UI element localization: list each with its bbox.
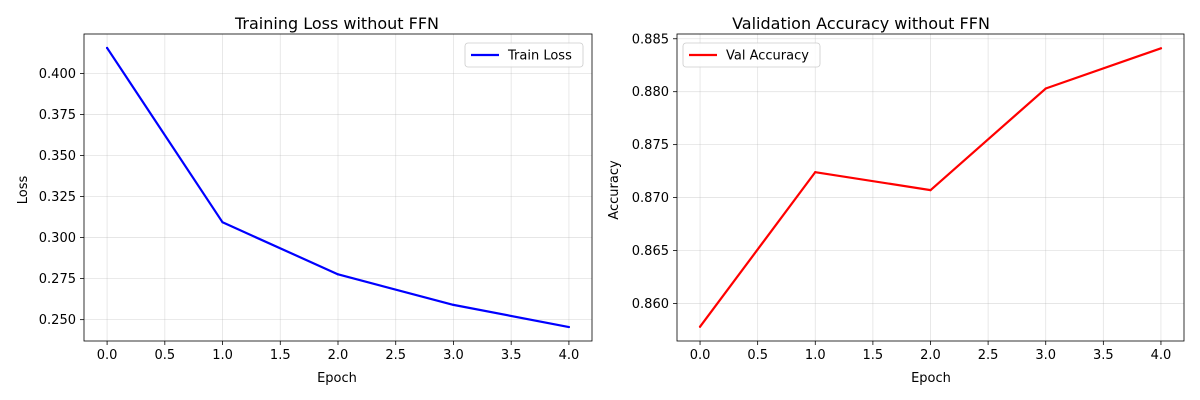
y-axis: 0.250 0.275 0.300 0.325 0.350 0.375 0.400 bbox=[39, 67, 84, 328]
x-tick-label: 3.0 bbox=[443, 348, 464, 363]
y-tick-label: 0.275 bbox=[39, 272, 76, 287]
x-tick-label: 0.0 bbox=[690, 348, 711, 363]
chart-title: Validation Accuracy without FFN bbox=[732, 14, 990, 33]
x-tick-label: 2.0 bbox=[920, 348, 941, 363]
legend-box bbox=[464, 42, 584, 68]
data-point bbox=[929, 189, 932, 192]
legend-box bbox=[682, 42, 821, 68]
x-tick-label: 1.0 bbox=[212, 348, 233, 363]
y-axis-label: Loss bbox=[16, 176, 31, 205]
legend-label: Train Loss bbox=[507, 49, 572, 64]
x-tick-label: 4.0 bbox=[559, 348, 580, 363]
x-tick-label: 4.0 bbox=[1151, 348, 1172, 363]
y-tick-label: 0.885 bbox=[632, 32, 669, 47]
x-tick-label: 2.5 bbox=[385, 348, 406, 363]
x-tick-label: 1.5 bbox=[270, 348, 291, 363]
data-point bbox=[336, 273, 340, 276]
y-tick-label: 0.300 bbox=[39, 231, 76, 246]
grid bbox=[84, 34, 592, 341]
data-point bbox=[105, 46, 109, 50]
chart-validation-accuracy: Validation Accuracy without FFN Epoch Ac… bbox=[607, 14, 1185, 386]
y-tick-label: 0.865 bbox=[632, 244, 669, 259]
data-point bbox=[814, 171, 817, 174]
x-tick-label: 3.5 bbox=[1093, 348, 1114, 363]
x-axis: 0.0 0.5 1.0 1.5 2.0 2.5 3.0 3.5 4.0 bbox=[97, 341, 580, 363]
legend: Train Loss bbox=[464, 42, 584, 68]
grid bbox=[677, 34, 1184, 341]
data-point bbox=[567, 325, 571, 329]
x-tick-label: 1.5 bbox=[863, 348, 884, 363]
y-tick-label: 0.325 bbox=[39, 190, 76, 205]
x-tick-label: 1.0 bbox=[805, 348, 826, 363]
x-tick-label: 2.5 bbox=[978, 348, 999, 363]
data-point bbox=[698, 325, 702, 328]
x-tick-label: 3.5 bbox=[501, 348, 522, 363]
y-tick-label: 0.860 bbox=[632, 297, 669, 312]
axes-frame bbox=[83, 33, 593, 342]
y-tick-label: 0.875 bbox=[632, 138, 669, 153]
x-tick-label: 2.0 bbox=[328, 348, 349, 363]
y-tick-label: 0.350 bbox=[39, 149, 76, 164]
axes-frame bbox=[676, 33, 1185, 342]
x-tick-label: 0.5 bbox=[747, 348, 768, 363]
y-axis-label: Accuracy bbox=[607, 160, 622, 220]
x-axis-label: Epoch bbox=[911, 371, 951, 386]
data-point bbox=[452, 303, 455, 306]
x-tick-label: 3.0 bbox=[1035, 348, 1056, 363]
data-point bbox=[1159, 47, 1163, 50]
y-tick-label: 0.880 bbox=[632, 85, 669, 100]
legend: Val Accuracy bbox=[682, 42, 821, 68]
x-axis: 0.0 0.5 1.0 1.5 2.0 2.5 3.0 3.5 4.0 bbox=[690, 341, 1172, 363]
data-point bbox=[221, 221, 224, 224]
chart-training-loss: Training Loss without FFN Epoch Loss 0.0… bbox=[16, 14, 593, 386]
x-axis-label: Epoch bbox=[317, 371, 357, 386]
y-axis: 0.860 0.865 0.870 0.875 0.880 0.885 bbox=[632, 32, 677, 312]
y-tick-label: 0.870 bbox=[632, 191, 669, 206]
x-tick-label: 0.0 bbox=[97, 348, 118, 363]
y-tick-label: 0.400 bbox=[39, 67, 76, 82]
chart-title: Training Loss without FFN bbox=[234, 14, 439, 33]
x-tick-label: 0.5 bbox=[154, 348, 175, 363]
legend-label: Val Accuracy bbox=[726, 49, 809, 64]
y-tick-label: 0.250 bbox=[39, 313, 76, 328]
data-point bbox=[1044, 87, 1047, 90]
y-tick-label: 0.375 bbox=[39, 108, 76, 123]
